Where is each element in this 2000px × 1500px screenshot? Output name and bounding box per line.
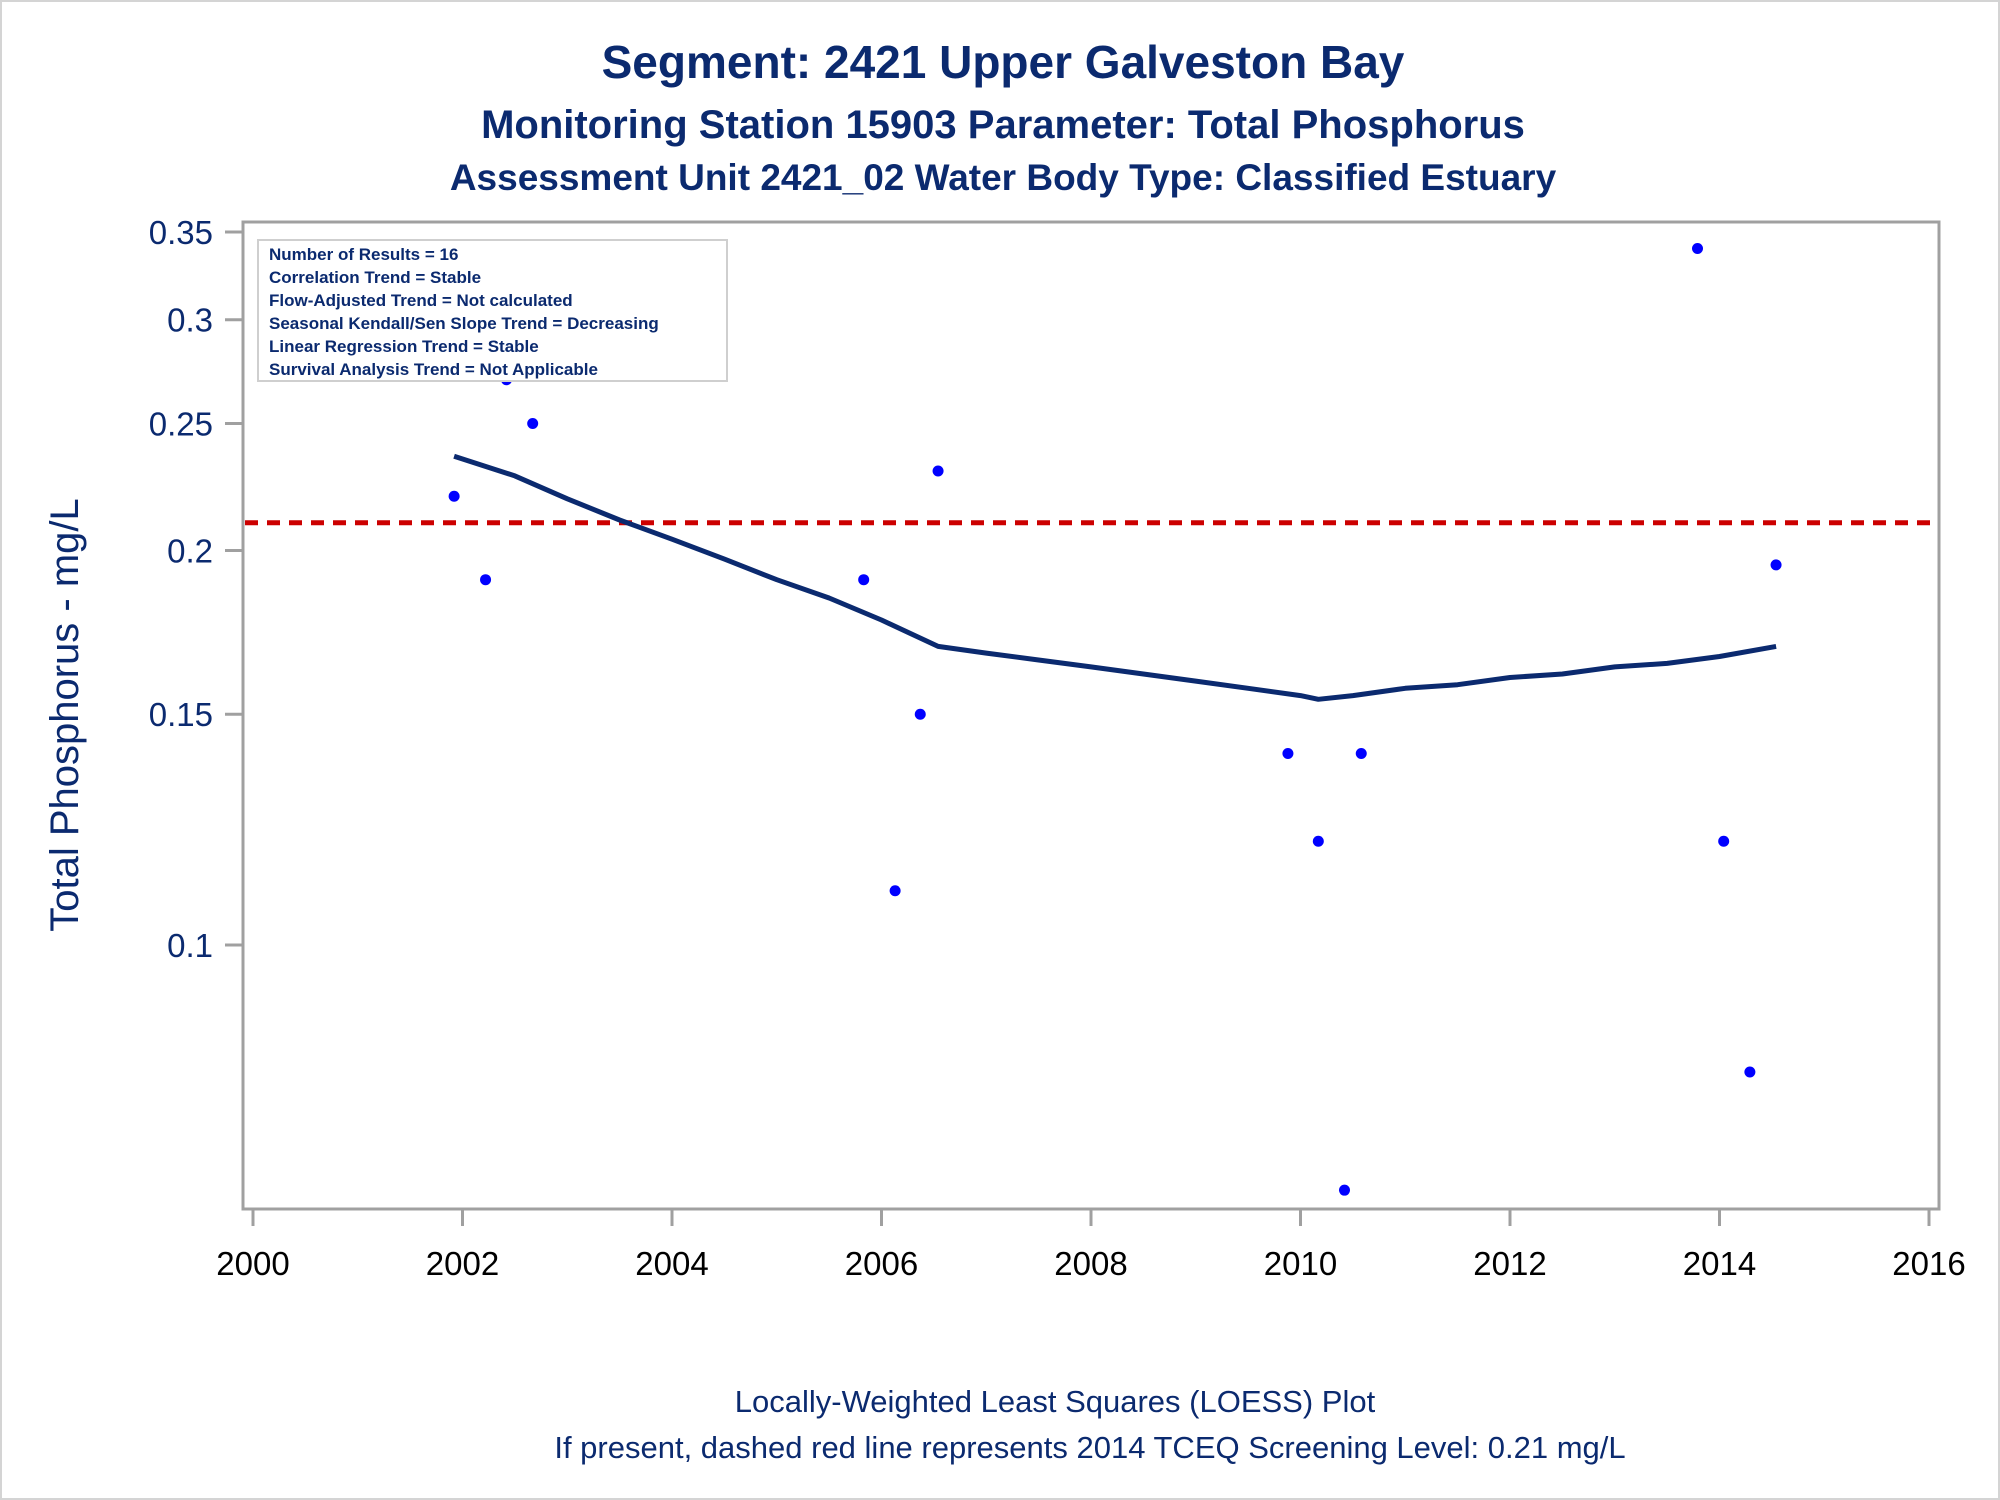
data-point xyxy=(1770,559,1782,571)
x-tick-label: 2000 xyxy=(216,1245,289,1282)
x-tick-label: 2002 xyxy=(426,1245,499,1282)
trend-summary-box: Number of Results = 16 Correlation Trend… xyxy=(257,239,728,382)
plot-area xyxy=(241,220,1941,1211)
data-point xyxy=(889,885,901,897)
data-point xyxy=(1718,835,1730,847)
data-point xyxy=(1282,747,1294,759)
x-tick-label: 2012 xyxy=(1473,1245,1546,1282)
chart-title: Segment: 2421 Upper Galveston Bay xyxy=(602,36,1405,88)
data-point xyxy=(480,574,492,586)
trend-summary-line: Survival Analysis Trend = Not Applicable xyxy=(269,360,598,379)
x-tick-label: 2008 xyxy=(1054,1245,1127,1282)
footnote-loess: Locally-Weighted Least Squares (LOESS) P… xyxy=(735,1384,1376,1419)
loess-curve xyxy=(453,453,1777,702)
trend-summary-line: Linear Regression Trend = Stable xyxy=(269,337,539,356)
chart-subtitle: Monitoring Station 15903 Parameter: Tota… xyxy=(481,103,1525,147)
y-axis-ticks: 0.1 0.15 0.2 0.25 0.3 0.35 xyxy=(149,214,243,964)
x-tick-label: 2010 xyxy=(1264,1245,1337,1282)
data-point xyxy=(527,418,539,430)
y-tick-label: 0.25 xyxy=(149,406,213,443)
data-point xyxy=(1312,835,1324,847)
footnote-screening-level: If present, dashed red line represents 2… xyxy=(554,1430,1625,1465)
trend-summary-line: Seasonal Kendall/Sen Slope Trend = Decre… xyxy=(269,314,659,333)
x-axis-ticks: 2000 2002 2004 2006 2008 2010 2012 2014 2016 xyxy=(216,1209,1966,1282)
y-tick-label: 0.2 xyxy=(167,533,213,570)
y-tick-label: 0.3 xyxy=(167,302,213,339)
x-tick-label: 2016 xyxy=(1892,1245,1965,1282)
x-tick-label: 2014 xyxy=(1683,1245,1756,1282)
trend-summary-line: Number of Results = 16 xyxy=(269,245,458,264)
y-tick-label: 0.1 xyxy=(167,927,213,964)
data-point xyxy=(1744,1066,1756,1078)
data-point xyxy=(932,465,944,477)
data-point xyxy=(448,490,460,502)
data-point xyxy=(858,574,870,586)
y-tick-label: 0.35 xyxy=(149,214,213,251)
data-point xyxy=(1692,242,1704,254)
y-axis-label: Total Phosphorus - mg/L xyxy=(43,498,87,932)
trend-summary-line: Flow-Adjusted Trend = Not calculated xyxy=(269,291,573,310)
loess-curve-group xyxy=(453,453,1777,702)
trend-summary-frame xyxy=(257,239,728,382)
data-points xyxy=(448,242,1782,1196)
x-tick-label: 2006 xyxy=(845,1245,918,1282)
chart-subtitle-2: Assessment Unit 2421_02 Water Body Type:… xyxy=(450,157,1557,198)
trend-summary-line: Correlation Trend = Stable xyxy=(269,268,481,287)
data-point xyxy=(1338,1184,1350,1196)
y-tick-label: 0.15 xyxy=(149,696,213,733)
data-point xyxy=(1355,747,1367,759)
x-tick-label: 2004 xyxy=(635,1245,708,1282)
data-point xyxy=(914,708,926,720)
